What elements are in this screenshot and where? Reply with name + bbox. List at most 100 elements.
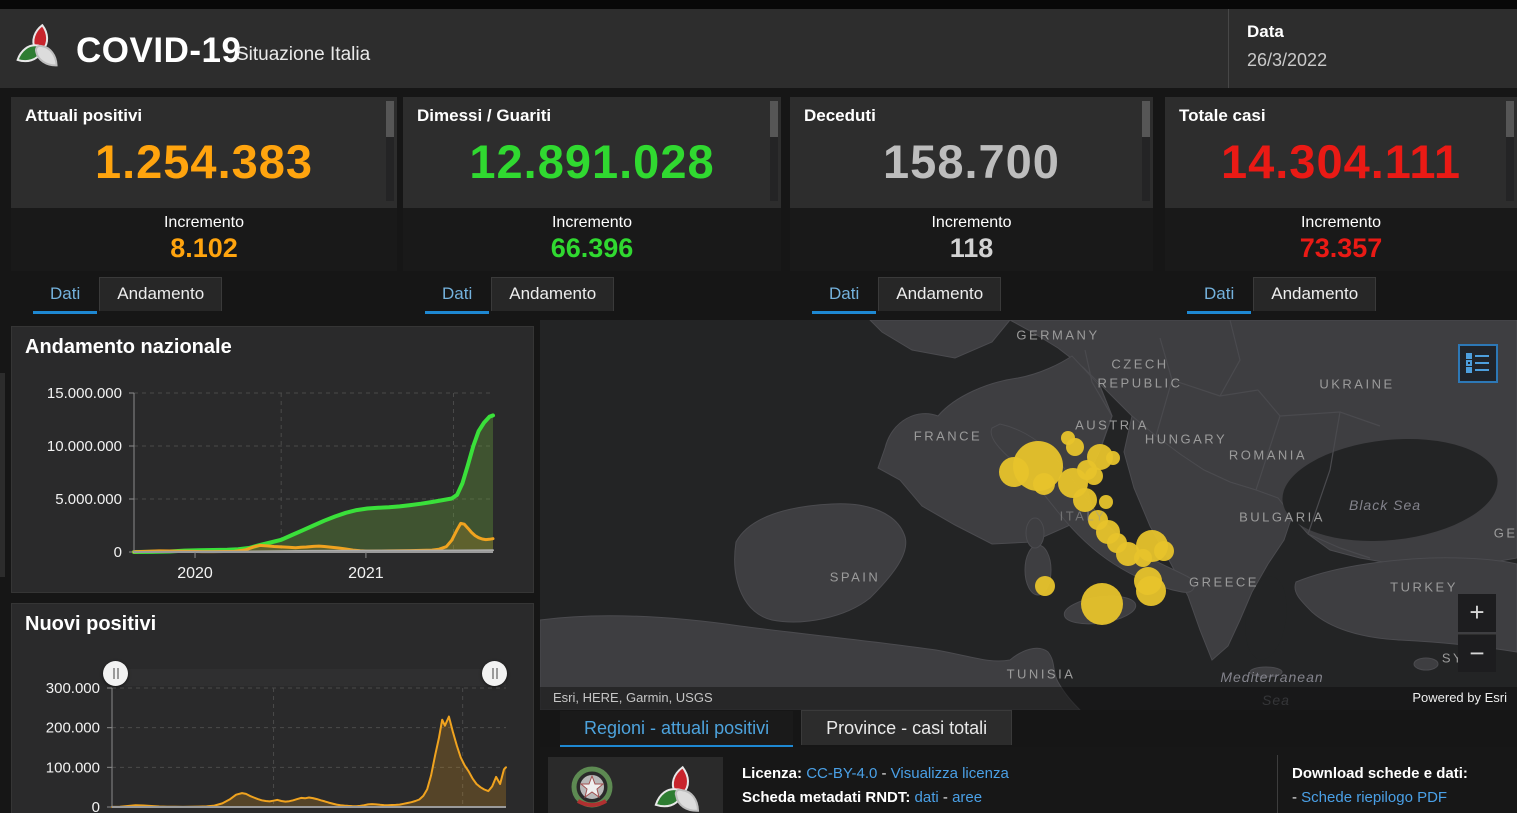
download-pdf-link[interactable]: Schede riepilogo PDF xyxy=(1301,789,1448,806)
date-panel: Data 26/3/2022 xyxy=(1228,9,1517,88)
repubblica-italiana-emblem-icon xyxy=(571,766,613,808)
card-value: 158.700 xyxy=(883,135,1060,188)
download-line: Download schede e dati: xyxy=(1292,765,1468,782)
svg-text:10.000.000: 10.000.000 xyxy=(47,438,122,455)
map-label: GERMANY xyxy=(1016,327,1100,343)
map-label: HUNGARY xyxy=(1144,431,1228,447)
footer-bar: Licenza: CC-BY-4.0 - Visualizza licenza … xyxy=(540,747,1517,813)
tab-andamento[interactable]: Andamento xyxy=(99,277,223,311)
slider-handle-right[interactable] xyxy=(482,661,507,686)
increment-value: 66.396 xyxy=(550,233,634,263)
card-body: Attuali positivi 1.254.383 xyxy=(11,97,397,208)
card-body: Dimessi / Guariti 12.891.028 xyxy=(403,97,781,208)
covid-bubble[interactable] xyxy=(1154,541,1174,561)
tab-dati[interactable]: Dati xyxy=(812,278,877,314)
map-label: UKRAINE xyxy=(1319,376,1395,392)
card-title: Attuali positivi xyxy=(25,106,143,125)
map-tab-bar: Regioni - attuali positivi Province - cas… xyxy=(540,710,1517,748)
covid-bubble[interactable] xyxy=(1099,495,1113,509)
card-value: 1.254.383 xyxy=(94,135,314,188)
svg-text:2020: 2020 xyxy=(177,565,213,582)
separator: - xyxy=(881,765,887,782)
card-body: Totale casi 14.304.111 xyxy=(1165,97,1517,208)
download-label: Download schede e dati: xyxy=(1292,765,1468,782)
legend-button[interactable] xyxy=(1458,344,1498,383)
svg-text:0: 0 xyxy=(114,544,122,561)
nuovi-positivi-chart: 0 100.000 200.000 300.000 xyxy=(12,678,535,813)
covid-bubble[interactable] xyxy=(1035,576,1055,596)
covid-bubble[interactable] xyxy=(1081,583,1123,625)
covid-bubble[interactable] xyxy=(1061,431,1075,445)
panel-title: Andamento nazionale xyxy=(25,336,232,358)
protezione-civile-logo-icon xyxy=(16,23,58,67)
covid-bubble[interactable] xyxy=(1073,488,1097,512)
card-deceduti: Deceduti 158.700 Incremento 118 Dati Anda… xyxy=(790,97,1153,314)
page-subtitle: Situazione Italia xyxy=(236,44,371,65)
metadata-aree-link[interactable]: aree xyxy=(952,789,983,806)
map-label: GREECE xyxy=(1189,574,1259,590)
card-title: Totale casi xyxy=(1179,106,1266,125)
covid-bubble[interactable] xyxy=(999,457,1029,487)
tab-andamento[interactable]: Andamento xyxy=(878,277,1002,311)
footer-divider xyxy=(1277,755,1278,813)
map-label: BULGARIA xyxy=(1239,509,1325,525)
metadata-dati-link[interactable]: dati xyxy=(914,789,939,806)
panel-title: Nuovi positivi xyxy=(25,613,157,635)
app-header: COVID-19 Situazione Italia Data 26/3/202… xyxy=(0,9,1517,88)
slider-handle-left[interactable] xyxy=(103,661,128,686)
covid-bubble[interactable] xyxy=(1106,451,1120,465)
tab-dati[interactable]: Dati xyxy=(33,278,98,314)
covid-bubble[interactable] xyxy=(1033,473,1055,495)
zoom-out-button[interactable]: − xyxy=(1458,634,1496,672)
map-label: Sea xyxy=(1262,692,1290,708)
card-body: Deceduti 158.700 xyxy=(790,97,1153,208)
time-range-slider[interactable] xyxy=(112,669,506,686)
increment-value: 73.357 xyxy=(1299,233,1383,263)
card-scrollbar[interactable] xyxy=(1506,101,1514,201)
separator: - xyxy=(942,789,948,806)
covid-bubbles-layer xyxy=(999,431,1174,625)
svg-text:15.000.000: 15.000.000 xyxy=(47,385,122,402)
card-scrollbar[interactable] xyxy=(1142,101,1150,201)
svg-text:0: 0 xyxy=(92,799,100,813)
increment-label: Incremento xyxy=(931,214,1012,231)
card-title: Deceduti xyxy=(804,106,876,125)
download-link-line: - Schede riepilogo PDF xyxy=(1292,789,1447,806)
map-label: AUSTRIA xyxy=(1075,417,1149,433)
increment-label: Incremento xyxy=(163,214,245,231)
card-scrollbar[interactable] xyxy=(770,101,778,201)
license-link[interactable]: CC-BY-4.0 xyxy=(806,765,878,782)
tab-dati[interactable]: Dati xyxy=(1187,278,1252,314)
separator: - xyxy=(1292,789,1297,806)
svg-text:5.000.000: 5.000.000 xyxy=(55,491,122,508)
map-label: SY xyxy=(1441,650,1465,666)
svg-text:300.000: 300.000 xyxy=(46,680,100,697)
covid-bubble[interactable] xyxy=(1136,576,1166,606)
protezione-civile-footer-logo-icon xyxy=(654,765,700,812)
tab-andamento[interactable]: Andamento xyxy=(1253,277,1377,311)
page-title: COVID-19 xyxy=(76,31,242,70)
tab-dati[interactable]: Dati xyxy=(425,278,490,314)
map-label: ROMANIA xyxy=(1228,447,1308,463)
zoom-in-button[interactable]: + xyxy=(1458,594,1496,632)
tab-province-casi-totali[interactable]: Province - casi totali xyxy=(801,710,1013,745)
covid-bubble[interactable] xyxy=(1085,467,1103,485)
increment-value: 118 xyxy=(949,233,994,263)
tab-andamento[interactable]: Andamento xyxy=(491,277,615,311)
footer-logos xyxy=(548,757,723,813)
powered-by-esri[interactable]: Powered by Esri xyxy=(1412,690,1507,705)
map[interactable]: GERMANY CZECH REPUBLIC UKRAINE FRANCE AUSTRIA… xyxy=(540,320,1517,710)
tab-regioni-attuali-positivi[interactable]: Regioni - attuali positivi xyxy=(560,711,794,748)
card-scrollbar[interactable] xyxy=(386,101,394,201)
card-tab-bar: Dati Andamento xyxy=(425,277,615,314)
map-label: Mediterranean xyxy=(1220,669,1324,685)
svg-text:100.000: 100.000 xyxy=(46,759,100,776)
top-strip xyxy=(0,0,1517,9)
view-license-link[interactable]: Visualizza licenza xyxy=(890,765,1009,782)
page-scrollbar[interactable] xyxy=(0,373,5,577)
card-increment: Incremento 118 xyxy=(790,208,1153,271)
covid-bubble[interactable] xyxy=(1116,542,1140,566)
increment-label: Incremento xyxy=(551,214,633,231)
map-label: SPAIN xyxy=(829,569,881,585)
